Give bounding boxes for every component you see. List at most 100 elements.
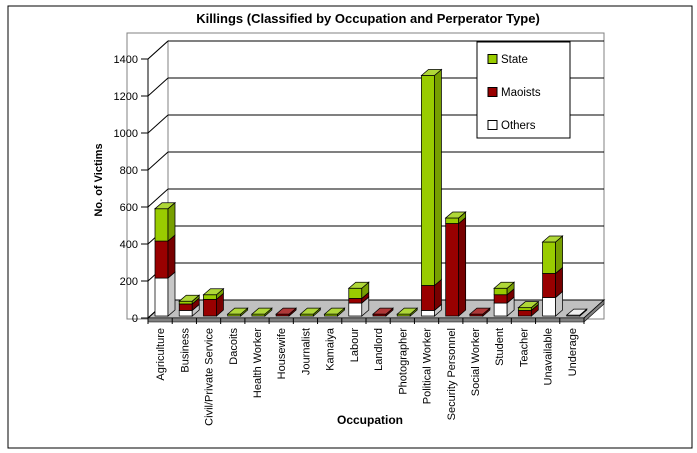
legend-item-state: State [487, 54, 528, 66]
segment-top-face [299, 307, 322, 315]
bar-business [178, 294, 201, 317]
segment-top-face [178, 294, 201, 302]
segment-top-face [202, 288, 225, 296]
segment-others-side [167, 271, 176, 317]
segment-others-front [154, 277, 169, 317]
bar-student [493, 281, 516, 317]
segment-others-front [421, 310, 435, 317]
segment-top-face [347, 281, 370, 289]
category-label: Agriculture [155, 328, 167, 381]
category-label: Underage [567, 328, 579, 376]
bar-photographer [396, 307, 419, 317]
category-label: Dacoits [228, 328, 240, 365]
gridline-side [147, 77, 169, 97]
category-label: Kamaiya [325, 327, 337, 371]
legend-swatch-others [487, 120, 498, 130]
segment-maoists-front [178, 303, 193, 311]
segment-maoists-front [445, 223, 460, 317]
bar-security-personnel [444, 211, 467, 317]
y-tick-label: 1000 [114, 128, 138, 140]
bar-dacoits [226, 307, 249, 317]
segment-maoists-front [517, 310, 532, 317]
segment-maoists-front [542, 273, 556, 298]
segment-top-face [444, 211, 467, 219]
y-tick-label: 200 [120, 276, 138, 288]
bar-political-worker [420, 68, 443, 317]
segment-others-front [493, 302, 508, 317]
legend-label-maoists: Maoists [501, 87, 541, 99]
segment-state-side [434, 68, 442, 287]
bar-health-worker [250, 307, 273, 317]
gridline-side [147, 114, 169, 134]
segment-top-face [226, 307, 249, 315]
bar-unavailable [541, 235, 564, 317]
segment-top-face [275, 307, 298, 315]
segment-maoists-front [154, 240, 169, 279]
segment-top-face [153, 202, 177, 210]
segment-state-front [154, 208, 169, 242]
category-label: Business [179, 328, 191, 373]
legend-label-others: Others [501, 120, 536, 132]
gridline-side [147, 188, 169, 208]
plot-area: 0 200 400 600 800 1000 1200 1400 Agriculture Busi… [114, 39, 606, 426]
segment-top-face [396, 307, 419, 315]
y-tick-label: 1400 [114, 54, 138, 66]
legend-label-state: State [501, 54, 528, 66]
legend: State Maoists Others [476, 41, 571, 139]
segment-maoists-front [421, 285, 435, 311]
category-label: Journalist [300, 328, 312, 375]
y-tick-label: 0 [132, 313, 138, 325]
category-label: Photographer [397, 328, 409, 395]
segment-top-face [371, 307, 395, 315]
y-axis-title: No. of Victims [93, 143, 105, 216]
segment-state-side [555, 235, 563, 275]
bar-underage [565, 308, 588, 317]
bar-journalist [299, 307, 322, 317]
gridline-side [147, 40, 169, 60]
segment-state-side [167, 201, 176, 242]
category-label: Unavailable [543, 328, 555, 385]
segment-top-face [517, 301, 540, 309]
category-label: Health Worker [252, 328, 264, 398]
segment-state-front [517, 307, 532, 311]
category-label: Housewife [276, 328, 288, 379]
bar-housewife [275, 307, 298, 317]
segment-maoists-front [348, 298, 363, 304]
segment-others-front [542, 297, 556, 317]
legend-swatch-maoists [487, 87, 498, 97]
segment-maoists-side [167, 234, 176, 279]
segment-top-face [565, 308, 588, 316]
gridline-side [147, 151, 169, 171]
category-label: Civil/Private Service [204, 328, 216, 426]
x-axis-title: Occupation [337, 413, 403, 427]
segment-others-front [178, 310, 193, 317]
category-label: Security Personnel [446, 328, 458, 420]
bar-labour [347, 281, 370, 317]
category-label: Student [494, 328, 506, 366]
segment-top-face [323, 307, 346, 315]
segment-state-front [178, 300, 193, 305]
legend-swatch-state [487, 54, 498, 64]
bar-kamaiya [323, 307, 346, 317]
category-label: Social Worker [470, 328, 482, 397]
chart-title: Killings (Classified by Occupation and P… [196, 11, 540, 26]
bar-landlord [371, 307, 395, 317]
segment-top-face [493, 281, 516, 289]
category-label: Teacher [518, 328, 530, 367]
segment-state-front [445, 217, 460, 224]
category-label: Labour [349, 328, 361, 363]
segment-state-front [542, 241, 556, 274]
segment-top-face [420, 69, 443, 76]
segment-others-front [348, 302, 363, 317]
segment-state-front [493, 287, 508, 296]
y-tick-label: 400 [120, 239, 138, 251]
y-tick-label: 600 [120, 202, 138, 214]
segment-top-face [250, 307, 273, 315]
category-label: Political Worker [422, 328, 434, 405]
segment-state-front [421, 75, 435, 286]
segment-state-front [203, 294, 217, 300]
bar-agriculture [153, 201, 177, 317]
segment-state-front [348, 287, 363, 299]
segment-maoists-front [203, 298, 217, 317]
